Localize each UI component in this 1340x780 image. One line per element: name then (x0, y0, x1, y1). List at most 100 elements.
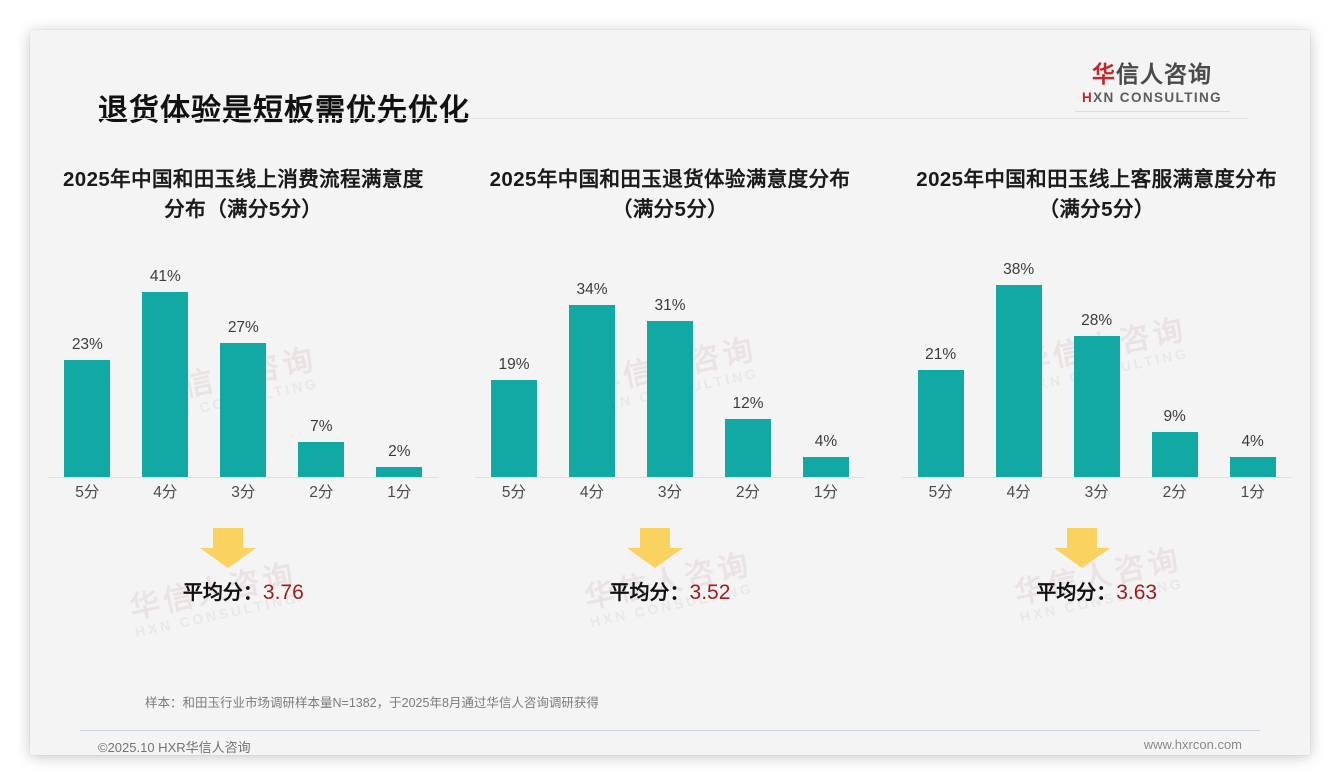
x-axis-line (901, 477, 1292, 479)
bar-slot: 7% (282, 247, 360, 478)
bar-series: 19% 34% 31% 12% (475, 247, 865, 478)
average-annotation: 平均分：3.63 (902, 528, 1292, 613)
bar-slot: 12% (709, 247, 787, 478)
page-title: 退货体验是短板需优先优化 (98, 94, 470, 127)
bar[interactable] (995, 285, 1042, 478)
x-axis-line (48, 477, 439, 479)
bar-value-label: 21% (925, 346, 957, 364)
bar[interactable] (917, 370, 964, 478)
bar[interactable] (568, 305, 615, 478)
bar[interactable] (1229, 457, 1276, 478)
bar-slot: 28% (1058, 247, 1136, 478)
bar-chart-plot: 21% 38% 28% 9% (901, 246, 1292, 506)
logo-underline (1074, 111, 1230, 113)
bar[interactable] (724, 419, 771, 478)
logo-chinese-rest: 信人咨询 (1116, 61, 1212, 87)
bar-slot: 38% (980, 247, 1058, 478)
x-tick-label: 2分 (1162, 484, 1187, 502)
bar-value-label: 23% (71, 336, 103, 354)
x-tick-label: 3分 (657, 484, 683, 502)
bar-slot: 23% (48, 247, 126, 478)
chart-title: 2025年中国和田玉退货体验满意度分布（满分5分） (489, 168, 851, 221)
bar-slot: 31% (631, 247, 709, 478)
bar[interactable] (376, 467, 423, 478)
chart-panel-2: 2025年中国和田玉退货体验满意度分布（满分5分） 19% 34% 31% (457, 145, 884, 613)
chart-title: 2025年中国和田玉线上客服满意度分布（满分5分） (916, 168, 1277, 221)
x-axis-tick-labels: 5分 4分 3分 2分 1分 (48, 480, 438, 506)
arrow-stem (1066, 528, 1097, 549)
bar[interactable] (490, 380, 537, 478)
x-tick-label: 3分 (231, 484, 256, 502)
bar-slot: 41% (126, 247, 204, 478)
bar[interactable] (142, 292, 189, 478)
arrow-head (1053, 548, 1110, 569)
bar-value-label: 27% (227, 319, 259, 337)
bar-value-label: 4% (814, 433, 838, 451)
bar[interactable] (220, 343, 267, 478)
bar-value-label: 34% (576, 281, 608, 299)
x-tick-label: 4分 (1006, 484, 1031, 502)
bar[interactable] (64, 360, 111, 478)
bar[interactable] (646, 321, 693, 478)
x-axis-line (474, 477, 865, 479)
bar-chart-plot: 19% 34% 31% 12% (474, 246, 865, 506)
x-axis-tick-labels: 5分 4分 3分 2分 1分 (902, 480, 1292, 506)
average-annotation: 平均分：3.52 (475, 528, 865, 613)
x-tick-label: 4分 (579, 484, 605, 502)
average-score-label: 平均分： (1036, 582, 1117, 605)
bar-value-label: 9% (1163, 408, 1186, 426)
average-score-text: 平均分：3.76 (48, 576, 438, 605)
bar-slot: 34% (553, 247, 631, 478)
bar-slot: 9% (1136, 247, 1214, 478)
arrow-stem (639, 528, 670, 549)
bar-chart-plot: 23% 41% 27% 7% (48, 246, 439, 506)
bar-value-label: 28% (1081, 312, 1113, 330)
average-score-value: 3.63 (1116, 581, 1158, 605)
bar[interactable] (1073, 336, 1120, 478)
bar-value-label: 4% (1241, 433, 1264, 451)
source-note: 样本：和田玉行业市场调研样本量N=1382，于2025年8月通过华信人咨询调研获… (145, 696, 599, 710)
chart-title: 2025年中国和田玉线上消费流程满意度分布（满分5分） (62, 168, 424, 221)
slide-canvas: 华信人咨询 HXN CONSULTING 华信人咨询 HXN CONSULTIN… (30, 30, 1310, 755)
bar-slot: 4% (1214, 247, 1292, 478)
bar-slot: 4% (787, 247, 865, 478)
bar-value-label: 7% (310, 418, 333, 436)
bar-value-label: 31% (654, 297, 686, 315)
down-arrow-icon (1053, 528, 1110, 569)
arrow-head (200, 548, 257, 569)
footer-divider (80, 730, 1260, 731)
bar-value-label: 2% (388, 443, 411, 461)
bar-slot: 27% (204, 247, 282, 478)
bar-value-label: 19% (498, 356, 530, 374)
logo-chinese-first-char: 华 (1092, 61, 1116, 87)
average-score-text: 平均分：3.52 (475, 576, 865, 605)
average-score-value: 3.76 (262, 581, 304, 605)
down-arrow-icon (200, 528, 257, 569)
average-score-value: 3.52 (689, 581, 731, 605)
bar-slot: 19% (475, 247, 553, 478)
average-score-label: 平均分： (609, 582, 690, 605)
company-logo: 华信人咨询 HXN CONSULTING (1062, 61, 1242, 113)
average-score-text: 平均分：3.63 (902, 576, 1292, 605)
down-arrow-icon (626, 528, 683, 569)
bar-value-label: 38% (1003, 261, 1035, 279)
logo-english-rest: XN CONSULTING (1093, 90, 1223, 106)
website-url[interactable]: www.hxrcon.com (1143, 737, 1242, 752)
copyright-text: ©2025.10 HXR华信人咨询 (98, 740, 251, 755)
logo-english-first-char: H (1081, 90, 1094, 106)
average-score-label: 平均分： (182, 582, 263, 605)
bar-slot: 21% (902, 247, 980, 478)
arrow-head (626, 548, 683, 569)
x-tick-label: 5分 (75, 484, 100, 502)
bar[interactable] (1151, 432, 1198, 478)
x-tick-label: 2分 (309, 484, 334, 502)
x-tick-label: 5分 (501, 484, 527, 502)
x-tick-label: 1分 (813, 484, 839, 502)
bar[interactable] (298, 442, 345, 478)
bar[interactable] (802, 457, 849, 478)
chart-panel-1: 2025年中国和田玉线上消费流程满意度分布（满分5分） 23% 41% 27% (30, 145, 457, 613)
average-annotation: 平均分：3.76 (48, 528, 438, 613)
slide-footer: ©2025.10 HXR华信人咨询 www.hxrcon.com (30, 731, 1310, 755)
x-tick-label: 2分 (735, 484, 761, 502)
x-axis-tick-labels: 5分 4分 3分 2分 1分 (475, 480, 865, 506)
